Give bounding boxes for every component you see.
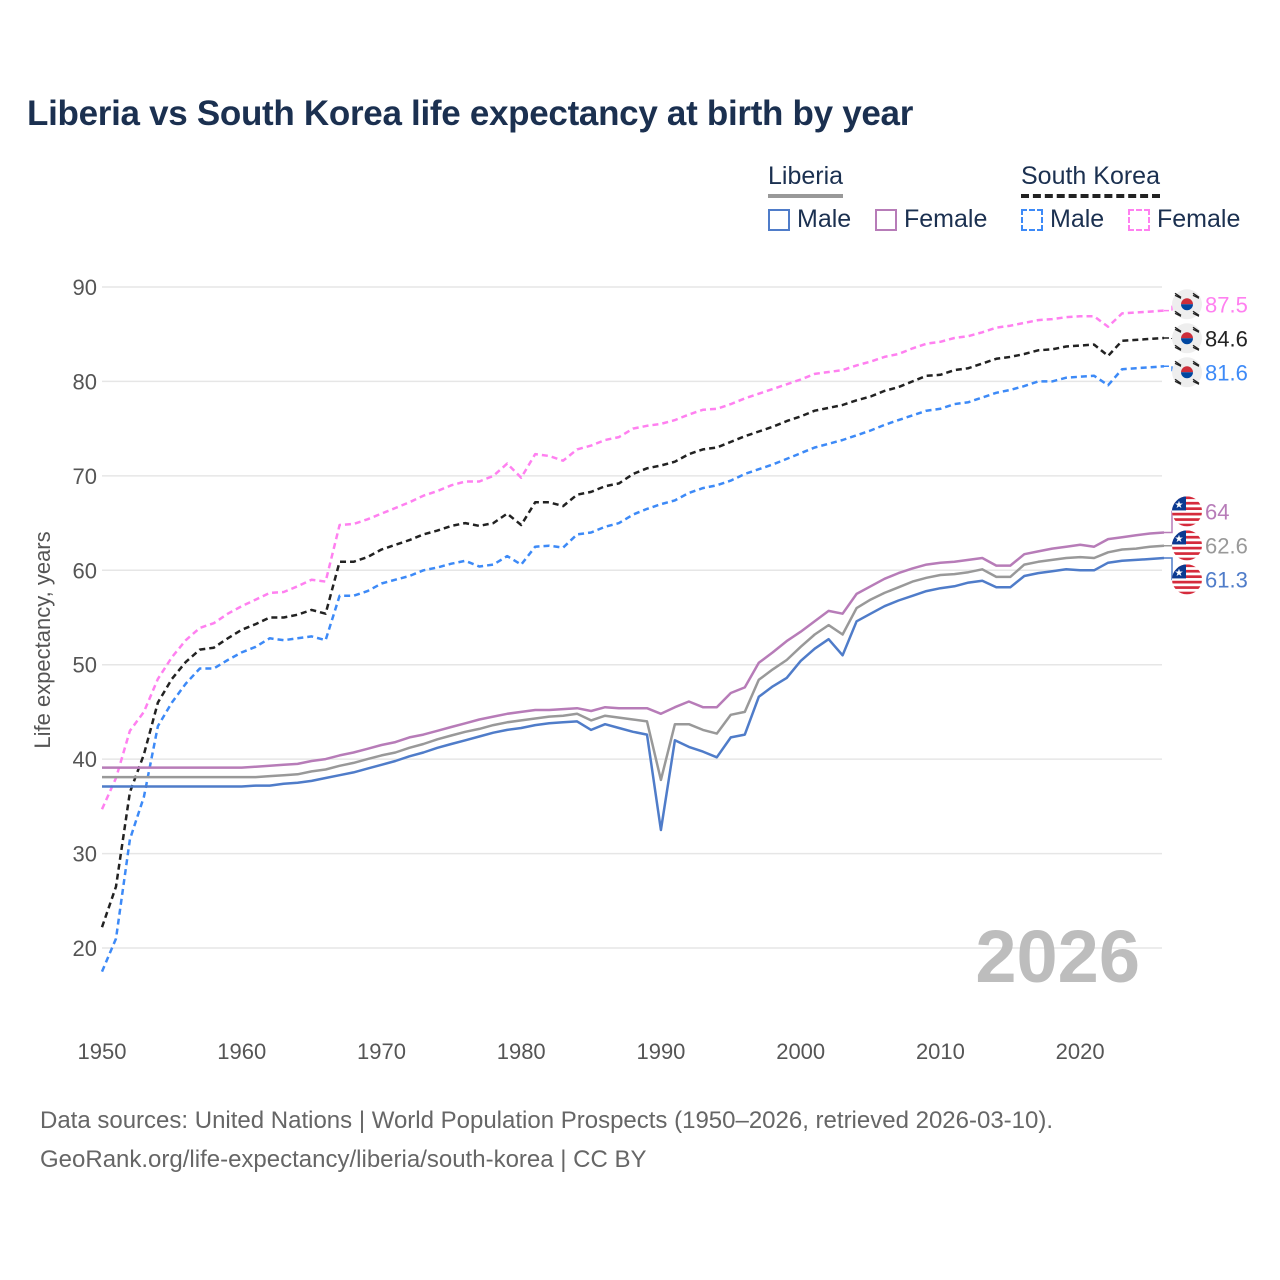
legend-label: Female	[1157, 205, 1241, 233]
x-tick-label: 2000	[776, 1039, 825, 1064]
series-line-south-korea-female[interactable]	[100, 309, 1165, 810]
end-labels: 87.5 84.6 81.6 ★ 64 ★ 62.6 ★ 61.3	[1164, 289, 1248, 595]
series-line-south-korea-male[interactable]	[100, 365, 1165, 973]
legend-label: Female	[904, 205, 988, 233]
y-tick-label: 30	[73, 842, 97, 867]
footer-url: GeoRank.org/life-expectancy/liberia/sout…	[40, 1146, 647, 1173]
x-tick-label: 2010	[916, 1039, 965, 1064]
legend-swatch-icon	[1128, 208, 1150, 231]
series-line-liberia[interactable]	[102, 544, 1165, 782]
x-tick-label: 1950	[78, 1039, 127, 1064]
x-tick-label: 1990	[636, 1039, 685, 1064]
south-korea-flag-icon	[1172, 357, 1202, 388]
legend-swatch-icon	[768, 208, 790, 231]
end-value-label-liberia-female: 64	[1205, 499, 1229, 524]
south-korea-flag-icon	[1172, 289, 1202, 320]
liberia-flag-icon: ★	[1172, 496, 1202, 527]
y-tick-label: 70	[73, 464, 97, 489]
y-tick-label: 80	[73, 369, 97, 394]
y-axis-ticks: 20 30 40 50 60 70 80 90	[73, 275, 97, 961]
south-korea-flag-icon	[1172, 323, 1202, 354]
legend-label: Male	[797, 205, 852, 233]
x-tick-label: 1970	[357, 1039, 406, 1064]
legend-item-south-korea-male[interactable]: Male	[1021, 205, 1104, 234]
footer-sources: Data sources: United Nations | World Pop…	[40, 1107, 1054, 1134]
y-tick-label: 50	[73, 653, 97, 678]
svg-text:★: ★	[1175, 568, 1184, 579]
gridlines	[102, 286, 1162, 949]
x-tick-label: 1960	[217, 1039, 266, 1064]
x-tick-label: 1980	[497, 1039, 546, 1064]
end-value-label-south-korea-male: 81.6	[1205, 360, 1248, 385]
legend-item-liberia-female[interactable]: Female	[875, 205, 987, 234]
y-tick-label: 40	[73, 747, 97, 772]
series-line-south-korea[interactable]	[100, 336, 1165, 928]
legend-item-liberia-male[interactable]: Male	[768, 205, 851, 234]
legend-item-south-korea-female[interactable]: Female	[1128, 205, 1240, 234]
end-value-label-south-korea-female: 87.5	[1205, 292, 1248, 317]
end-value-label-liberia: 62.6	[1205, 533, 1248, 558]
x-tick-label: 2020	[1056, 1039, 1105, 1064]
legend-label: Male	[1050, 205, 1105, 233]
series-line-liberia-male[interactable]	[102, 556, 1165, 832]
y-tick-label: 20	[73, 936, 97, 961]
svg-text:★: ★	[1175, 500, 1184, 511]
legend-swatch-icon	[1021, 208, 1043, 231]
liberia-flag-icon: ★	[1172, 530, 1202, 561]
y-axis-label: Life expectancy, years	[30, 531, 55, 748]
series-line-liberia-female[interactable]	[102, 531, 1165, 769]
y-tick-label: 60	[73, 558, 97, 583]
x-axis-ticks: 1950 1960 1970 1980 1990 2000 2010 2020	[78, 1039, 1105, 1064]
legend-heading-liberia: Liberia	[768, 162, 844, 198]
end-value-label-liberia-male: 61.3	[1205, 567, 1248, 592]
legend-swatch-icon	[875, 208, 897, 231]
svg-text:★: ★	[1175, 534, 1184, 545]
end-value-label-south-korea: 84.6	[1205, 326, 1248, 351]
chart-title: Liberia vs South Korea life expectancy a…	[27, 94, 914, 133]
series-lines	[100, 309, 1165, 973]
legend-heading-south-korea: South Korea	[1021, 162, 1160, 198]
liberia-flag-icon: ★	[1172, 564, 1202, 595]
year-watermark: 2026	[975, 915, 1140, 998]
y-tick-label: 90	[73, 275, 97, 300]
